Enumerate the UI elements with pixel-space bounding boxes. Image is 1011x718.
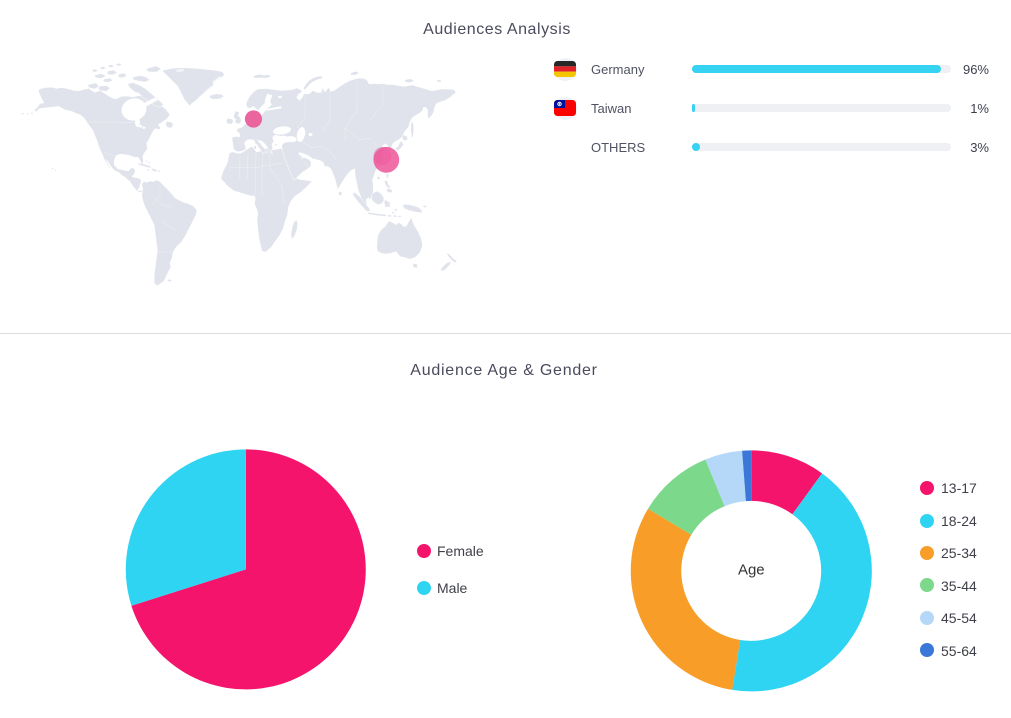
svg-text:Age: Age [738, 561, 765, 578]
